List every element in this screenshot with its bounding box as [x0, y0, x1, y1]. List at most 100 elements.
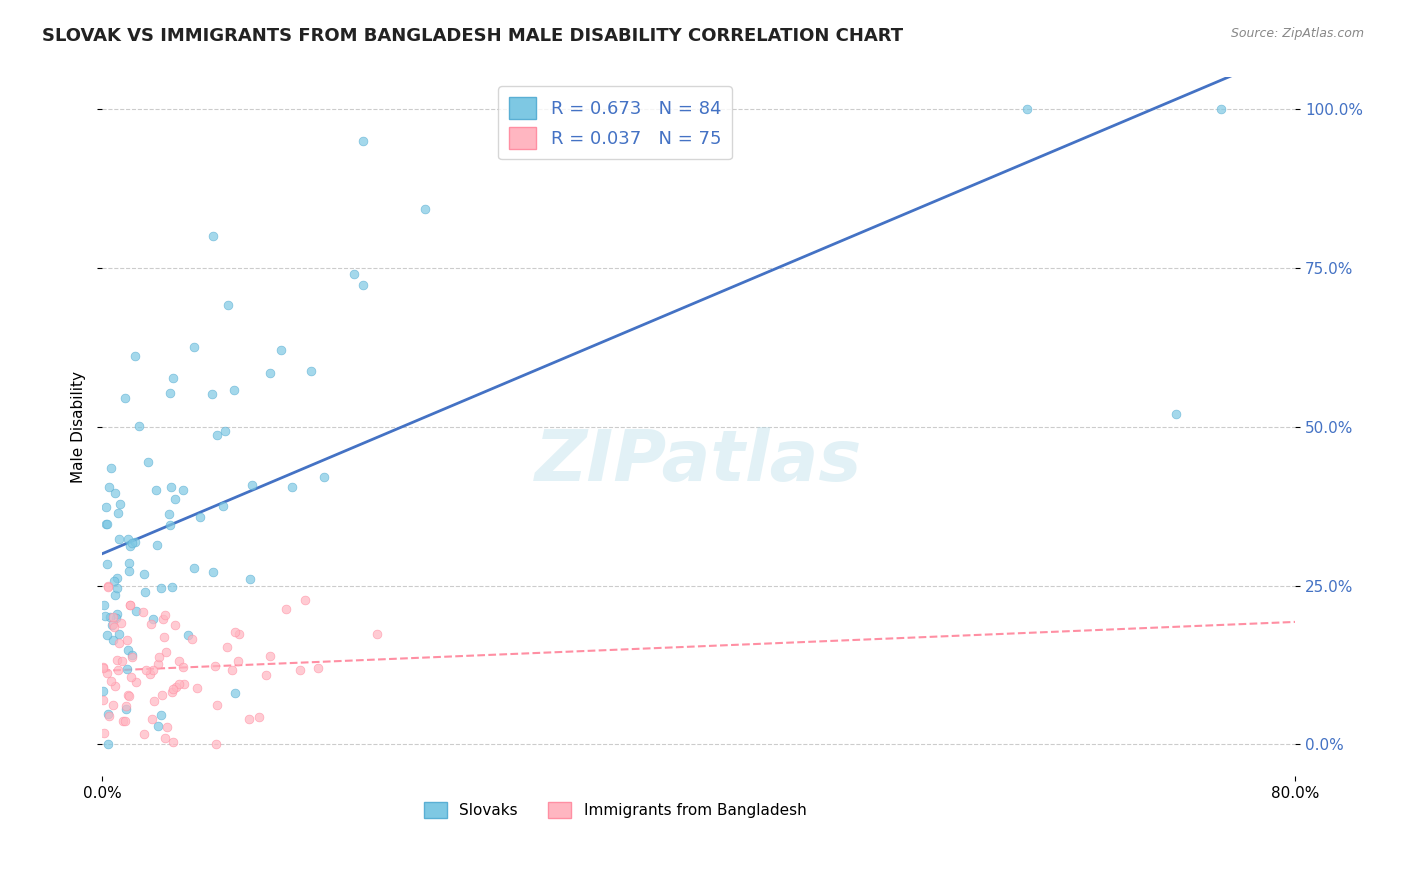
- Point: [104, 679, 127, 693]
- Point: [107, 581, 129, 595]
- Point: [224, 625, 246, 640]
- Point: [103, 574, 125, 588]
- Point: [117, 688, 139, 702]
- Point: [96, 516, 118, 531]
- Point: [159, 480, 181, 494]
- Point: [162, 735, 184, 749]
- Point: [148, 650, 170, 665]
- Point: [342, 267, 364, 281]
- Point: [107, 532, 129, 546]
- Point: [96, 628, 118, 642]
- Point: [110, 615, 132, 630]
- Point: [97, 738, 120, 752]
- Point: [163, 618, 186, 632]
- Point: [159, 386, 181, 401]
- Point: [118, 598, 141, 612]
- Point: [150, 689, 173, 703]
- Point: [172, 660, 194, 674]
- Point: [415, 202, 437, 216]
- Point: [155, 645, 177, 659]
- Point: [142, 663, 165, 677]
- Point: [121, 536, 143, 550]
- Point: [93, 599, 115, 613]
- Point: [183, 340, 205, 354]
- Point: [259, 366, 281, 380]
- Point: [135, 664, 157, 678]
- Point: [312, 469, 335, 483]
- Point: [105, 607, 128, 621]
- Point: [173, 677, 195, 691]
- Point: [141, 712, 163, 726]
- Point: [98, 480, 121, 494]
- Point: [153, 607, 176, 622]
- Point: [118, 598, 141, 612]
- Point: [91, 693, 114, 707]
- Point: [118, 564, 141, 578]
- Point: [152, 612, 174, 626]
- Point: [224, 686, 246, 700]
- Point: [94, 517, 117, 532]
- Point: [134, 567, 156, 582]
- Point: [299, 364, 322, 378]
- Point: [188, 510, 211, 524]
- Point: [307, 661, 329, 675]
- Point: [91, 660, 114, 674]
- Point: [105, 570, 128, 584]
- Point: [205, 698, 228, 713]
- Point: [125, 604, 148, 618]
- Point: [162, 684, 184, 698]
- Point: [157, 507, 180, 521]
- Point: [104, 486, 127, 500]
- Point: [214, 424, 236, 438]
- Point: [118, 689, 141, 703]
- Text: ZIPatlas: ZIPatlas: [536, 427, 862, 496]
- Point: [159, 518, 181, 533]
- Point: [238, 712, 260, 726]
- Point: [172, 483, 194, 497]
- Point: [145, 483, 167, 498]
- Point: [97, 580, 120, 594]
- Point: [91, 683, 114, 698]
- Point: [142, 612, 165, 626]
- Point: [217, 640, 239, 654]
- Point: [166, 680, 188, 694]
- Point: [1209, 102, 1232, 116]
- Point: [103, 632, 125, 647]
- Point: [115, 632, 138, 647]
- Point: [124, 674, 146, 689]
- Point: [114, 391, 136, 405]
- Point: [254, 667, 277, 681]
- Point: [114, 714, 136, 728]
- Point: [101, 617, 124, 632]
- Point: [97, 706, 120, 721]
- Point: [162, 371, 184, 385]
- Point: [108, 627, 131, 641]
- Point: [138, 667, 160, 681]
- Legend: Slovaks, Immigrants from Bangladesh: Slovaks, Immigrants from Bangladesh: [418, 797, 813, 824]
- Point: [201, 566, 224, 580]
- Point: [124, 349, 146, 363]
- Point: [115, 661, 138, 675]
- Point: [100, 673, 122, 688]
- Point: [156, 720, 179, 734]
- Point: [128, 419, 150, 434]
- Point: [150, 708, 173, 723]
- Point: [352, 134, 374, 148]
- Point: [104, 589, 127, 603]
- Point: [121, 648, 143, 662]
- Point: [111, 655, 134, 669]
- Point: [167, 676, 190, 690]
- Point: [169, 654, 191, 668]
- Point: [107, 506, 129, 520]
- Point: [114, 698, 136, 713]
- Point: [105, 611, 128, 625]
- Point: [294, 593, 316, 607]
- Point: [226, 654, 249, 668]
- Point: [94, 500, 117, 515]
- Point: [201, 387, 224, 401]
- Point: [366, 627, 388, 641]
- Point: [120, 539, 142, 553]
- Point: [118, 556, 141, 570]
- Point: [101, 617, 124, 632]
- Point: [352, 278, 374, 293]
